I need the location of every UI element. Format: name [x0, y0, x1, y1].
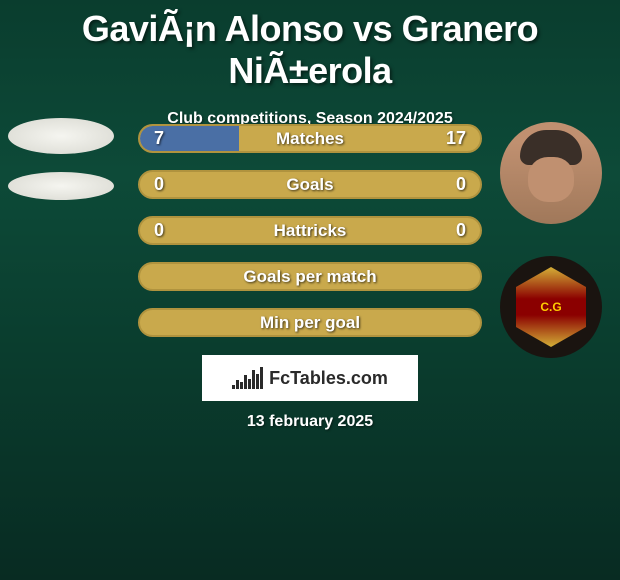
stat-bar-goals: 0 Goals 0 [138, 170, 482, 199]
player1-avatar-placeholder [8, 118, 114, 154]
stat-label: Hattricks [140, 221, 480, 241]
stat-bar-goals-per-match: Goals per match [138, 262, 482, 291]
fctables-logo[interactable]: FcTables.com [202, 355, 418, 401]
stat-bar-matches: 7 Matches 17 [138, 124, 482, 153]
stats-container: 7 Matches 17 0 Goals 0 0 Hattricks 0 Goa… [138, 124, 482, 337]
stat-label: Goals [140, 175, 480, 195]
left-avatar-column [8, 118, 114, 200]
date-label: 13 february 2025 [0, 413, 620, 431]
logo-text: FcTables.com [269, 368, 388, 389]
right-avatar-column [500, 122, 602, 358]
stat-bar-min-per-goal: Min per goal [138, 308, 482, 337]
stat-right-value: 0 [456, 174, 466, 195]
stat-label: Min per goal [140, 313, 480, 333]
stat-right-value: 17 [446, 128, 466, 149]
stat-label: Matches [140, 129, 480, 149]
stat-right-value: 0 [456, 220, 466, 241]
stat-bar-hattricks: 0 Hattricks 0 [138, 216, 482, 245]
player1-club-placeholder [8, 172, 114, 200]
page-title: GaviÃ¡n Alonso vs Granero NiÃ±erola [0, 0, 620, 92]
stat-label: Goals per match [140, 267, 480, 287]
player2-avatar [500, 122, 602, 224]
logo-chart-icon [232, 367, 263, 389]
player2-club-badge [500, 256, 602, 358]
